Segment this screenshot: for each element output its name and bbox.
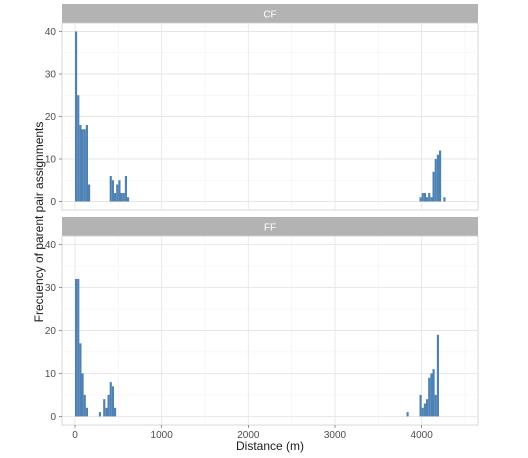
histogram-bar: [103, 399, 106, 417]
y-tick-label: 0: [50, 412, 56, 423]
y-tick-label: 10: [45, 155, 57, 166]
facet-strip: [62, 4, 478, 23]
histogram-bar: [421, 193, 424, 202]
y-tick-label: 10: [45, 369, 57, 380]
histogram-bar: [75, 278, 78, 417]
histogram-bar: [421, 407, 424, 417]
histogram-bar: [111, 386, 114, 417]
histogram-bar: [419, 394, 422, 417]
y-tick-label: 30: [45, 283, 57, 294]
histogram-bar: [432, 171, 435, 202]
histogram-bar: [122, 193, 125, 202]
x-tick-label: 1000: [151, 430, 174, 441]
x-tick-label: 2000: [237, 430, 260, 441]
histogram-bar: [79, 343, 82, 417]
histogram-bar: [98, 412, 101, 417]
histogram-bar: [85, 125, 88, 202]
y-axis-label: Frecuency of parent pair assignments: [32, 122, 46, 323]
x-tick-label: 4000: [411, 430, 434, 441]
histogram-bar: [428, 377, 431, 417]
histogram-bar: [127, 197, 130, 202]
histogram-bar: [434, 394, 437, 417]
histogram-bar: [436, 334, 439, 417]
facet-strip-label: FF: [264, 223, 276, 234]
y-tick-label: 40: [45, 240, 57, 251]
histogram-bar: [426, 399, 429, 417]
histogram-bar: [88, 184, 91, 202]
histogram-bar: [423, 193, 426, 202]
facet-panel-cf: CF 0 10 20 30 40: [45, 4, 479, 211]
histogram-bar: [79, 125, 82, 202]
histogram-bar: [430, 373, 433, 417]
histogram-bar: [75, 31, 78, 202]
y-tick-label: 20: [45, 112, 57, 123]
y-tick-label: 40: [45, 27, 57, 38]
histogram-bar: [419, 197, 422, 202]
histogram-bar: [77, 278, 80, 417]
histogram-bar: [428, 193, 431, 202]
histogram-bar: [120, 193, 123, 202]
histogram-bar: [434, 159, 437, 202]
histogram-bar: [107, 394, 110, 417]
y-tick-label: 20: [45, 326, 57, 337]
facet-strip: [62, 217, 478, 236]
x-axis-label: Distance (m): [236, 439, 304, 453]
histogram-bar: [432, 369, 435, 417]
facet-panel-ff: FF 0 10 20 30 40 0 1000 2000 3000 4000: [45, 217, 479, 441]
histogram-bar: [114, 407, 117, 417]
histogram-bar: [111, 180, 114, 202]
histogram-bar: [116, 184, 119, 202]
histogram-bar: [81, 129, 84, 202]
histogram-bar: [83, 129, 86, 202]
facet-strip-label: CF: [263, 10, 276, 21]
histogram-bar: [426, 197, 429, 202]
y-tick-label: 0: [50, 197, 56, 208]
x-tick-label: 3000: [324, 430, 347, 441]
histogram-bar: [430, 197, 433, 202]
histogram-bar: [439, 150, 442, 202]
histogram-bar: [114, 193, 117, 202]
x-tick-label: 0: [72, 430, 78, 441]
histogram-bar: [109, 382, 112, 417]
histogram-bar: [118, 180, 121, 202]
histogram-bar: [85, 407, 88, 417]
histogram-bar: [124, 176, 127, 202]
histogram-bar: [83, 394, 86, 417]
histogram-bar: [436, 154, 439, 202]
histogram-bar: [443, 197, 446, 202]
y-tick-label: 30: [45, 70, 57, 81]
histogram-bar: [109, 176, 112, 202]
histogram-bar: [423, 403, 426, 417]
histogram-bar: [406, 412, 409, 417]
histogram-bar: [77, 95, 80, 202]
histogram-bar: [81, 373, 84, 417]
histogram-bar: [105, 407, 108, 417]
